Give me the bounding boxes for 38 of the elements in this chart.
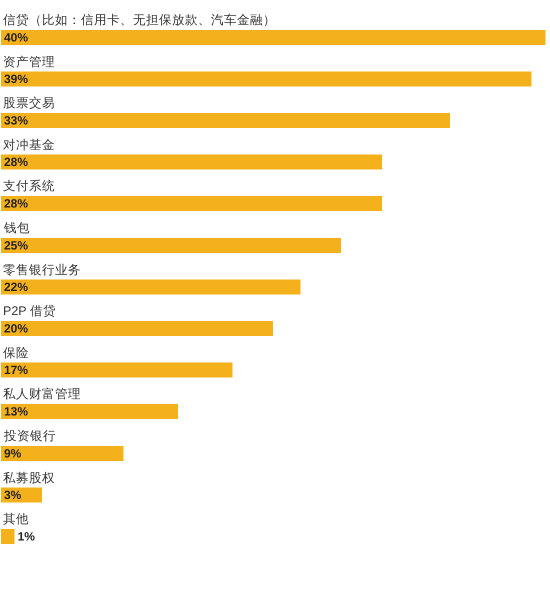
bar [1,71,532,86]
bar [1,238,342,253]
data-label: 33% [4,114,28,128]
bar [1,404,178,420]
y-tick-label: 投资银行 [3,429,56,443]
y-tick-label: 对冲基金 [3,138,55,152]
y-tick-label: 零售银行业务 [3,263,81,277]
data-label: 28% [4,155,28,170]
bar [1,321,274,336]
data-label: 22% [4,280,28,294]
bar [1,196,382,212]
y-tick-label: 支付系统 [3,179,55,193]
y-tick-label: 资产管理 [3,55,55,69]
data-label: 3% [4,488,22,502]
bar [1,30,546,45]
data-label: 28% [4,196,28,211]
data-label: 13% [4,404,28,419]
bar [1,528,15,544]
data-label: 25% [4,238,28,252]
data-label: 20% [4,321,28,336]
data-label: 1% [18,529,36,544]
data-label: 40% [4,30,28,44]
y-tick-label: P2P 借贷 [3,304,56,318]
data-label: 17% [4,363,28,378]
y-tick-label: 股票交易 [3,95,55,110]
bar [1,362,232,378]
y-tick-label: 钱包 [3,221,30,235]
bar [1,446,124,461]
data-label: 9% [4,446,22,460]
y-tick-label: 保险 [3,346,29,360]
y-tick-label: 信贷（比如：信用卡、无担保放款、汽车金融） [3,13,276,27]
y-tick-label: 私人财富管理 [3,386,81,401]
y-tick-label: 其他 [3,512,29,526]
data-label: 39% [4,72,28,86]
y-tick-label: 私募股权 [3,471,55,485]
bar [1,154,382,170]
bar [1,113,450,128]
bar [1,279,300,294]
